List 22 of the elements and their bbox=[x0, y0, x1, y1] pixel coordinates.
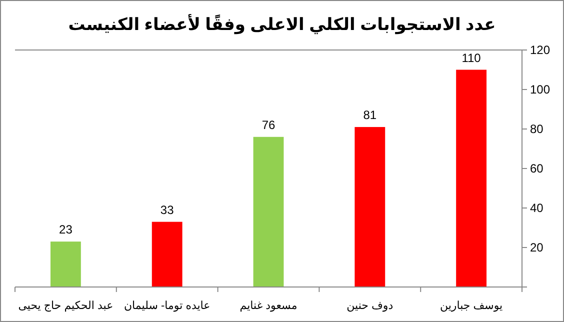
x-tick-label: دوف حنين bbox=[346, 300, 394, 312]
bar bbox=[456, 70, 487, 287]
bar bbox=[253, 136, 284, 287]
y-tick-label: 20 bbox=[530, 240, 544, 255]
bar bbox=[50, 242, 81, 287]
x-tick-label: عايده توما- سليمان bbox=[124, 300, 210, 312]
y-tick-label: 60 bbox=[530, 162, 544, 176]
x-tick-label: يوسف جبارين bbox=[440, 300, 503, 312]
y-tick-label: 100 bbox=[530, 82, 550, 97]
chart-title: عدد الاستجوابات الكلي الاعلى وفقًا لأعضاء الكنيست bbox=[68, 13, 496, 35]
data-label: 33 bbox=[160, 202, 174, 217]
x-tick-label: عبد الحكيم حاج يحيى bbox=[18, 300, 114, 312]
x-tick-label: مسعود غنايم bbox=[240, 300, 298, 312]
y-tick-label: 120 bbox=[530, 43, 550, 58]
y-tick-label: 80 bbox=[530, 122, 544, 136]
data-label: 23 bbox=[59, 222, 73, 237]
bar bbox=[152, 222, 182, 287]
bar bbox=[354, 127, 386, 287]
data-label: 110 bbox=[462, 50, 482, 65]
y-tick-label: 40 bbox=[530, 201, 544, 216]
data-label: 81 bbox=[363, 108, 377, 122]
data-label: 76 bbox=[262, 118, 276, 132]
